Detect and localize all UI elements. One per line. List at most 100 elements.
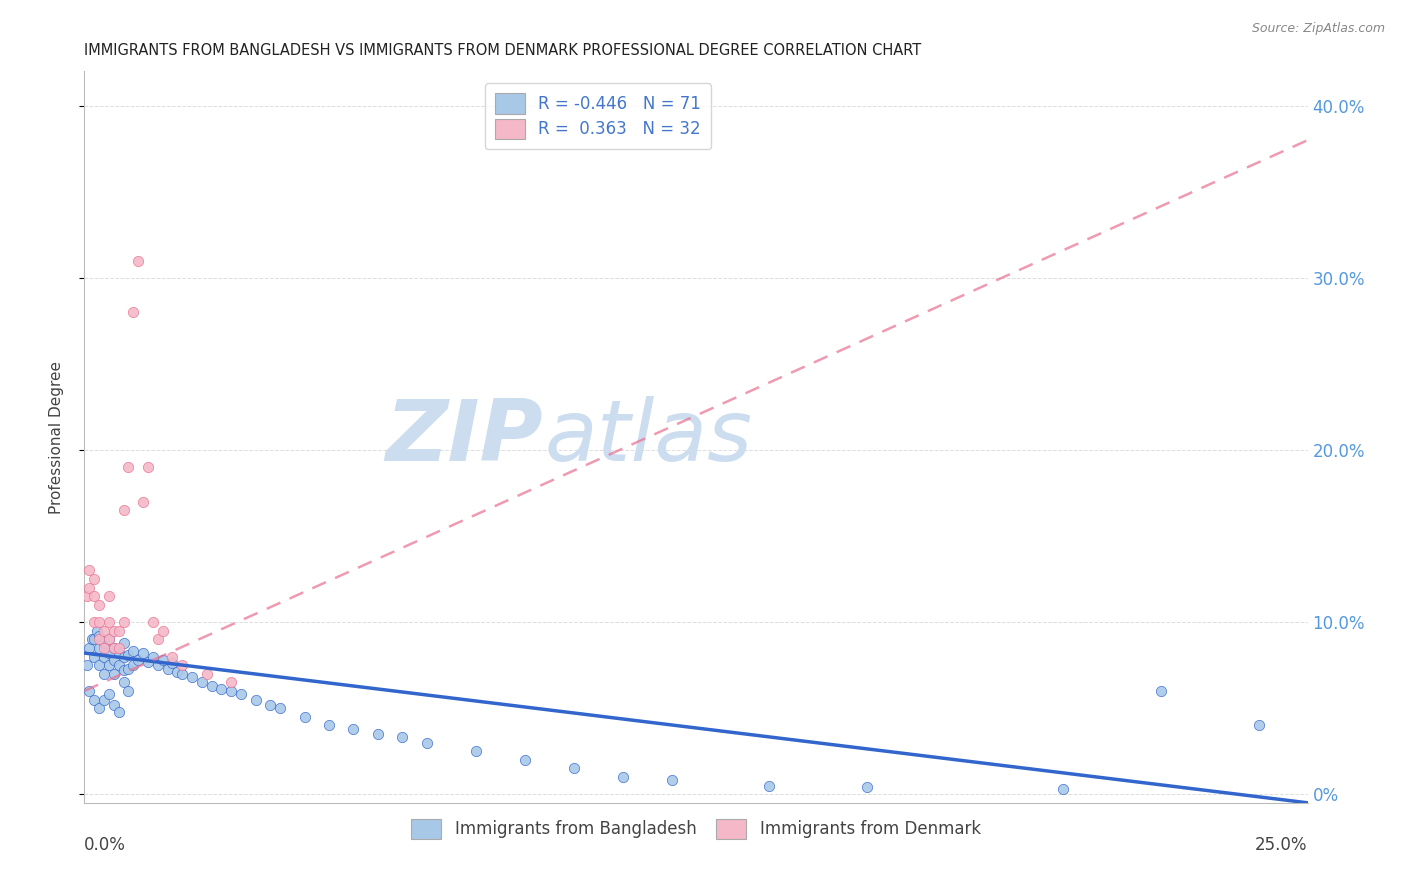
Point (93, 692, 115, 706)
Point (112, 649, 135, 664)
Point (464, 744, 486, 758)
Point (77, 564, 100, 578)
Point (112, 675, 135, 690)
Point (562, 761, 585, 775)
Point (245, 692, 267, 706)
Point (612, 770, 634, 784)
Point (142, 649, 165, 664)
Point (146, 632, 169, 647)
Point (195, 666, 218, 681)
Point (342, 722, 364, 736)
Point (93, 640, 115, 655)
Point (83, 692, 105, 706)
Point (117, 460, 139, 475)
Point (93, 666, 115, 681)
Point (97, 615, 120, 629)
Point (136, 655, 159, 669)
Point (80, 632, 103, 647)
Point (97, 589, 120, 603)
Point (77, 684, 100, 698)
Point (77, 640, 100, 655)
Point (269, 701, 291, 715)
Point (117, 662, 139, 676)
Point (142, 615, 165, 629)
Point (156, 662, 179, 676)
Point (97, 646, 120, 660)
Point (191, 675, 214, 690)
Point (103, 624, 125, 638)
Point (87, 658, 110, 673)
Point (259, 698, 281, 712)
Point (97, 658, 120, 673)
Point (200, 679, 222, 693)
Point (97, 632, 120, 647)
Point (122, 305, 145, 319)
Point (87, 629, 110, 643)
Point (103, 640, 125, 655)
Text: ZIP: ZIP (385, 395, 543, 479)
Point (172, 666, 194, 681)
Text: 25.0%: 25.0% (1256, 836, 1308, 854)
Point (103, 698, 125, 712)
Point (103, 640, 125, 655)
Point (93, 624, 115, 638)
Point (127, 653, 149, 667)
Point (112, 663, 135, 677)
Point (229, 687, 252, 701)
Point (107, 646, 129, 660)
Point (87, 701, 110, 715)
Point (107, 624, 129, 638)
Point (127, 253, 149, 268)
Point (97, 687, 120, 701)
Point (122, 644, 145, 658)
Point (318, 718, 340, 732)
Point (117, 684, 139, 698)
Point (83, 632, 105, 647)
Point (83, 615, 105, 629)
Point (103, 653, 125, 667)
Point (219, 684, 242, 698)
Point (107, 658, 129, 673)
Point (87, 640, 110, 655)
Text: 0.0%: 0.0% (84, 836, 127, 854)
Point (146, 658, 169, 673)
Text: IMMIGRANTS FROM BANGLADESH VS IMMIGRANTS FROM DENMARK PROFESSIONAL DEGREE CORREL: IMMIGRANTS FROM BANGLADESH VS IMMIGRANTS… (84, 43, 921, 58)
Point (1247, 718, 1270, 732)
Point (152, 653, 174, 667)
Point (152, 624, 174, 638)
Point (758, 779, 780, 793)
Point (122, 658, 145, 673)
Point (219, 675, 242, 690)
Point (181, 670, 204, 684)
Point (294, 710, 316, 724)
Point (93, 636, 115, 650)
Point (209, 682, 232, 697)
Legend: Immigrants from Bangladesh, Immigrants from Denmark: Immigrants from Bangladesh, Immigrants f… (405, 812, 987, 846)
Point (166, 665, 188, 679)
Point (416, 735, 439, 749)
Text: atlas: atlas (544, 395, 752, 479)
Point (76, 589, 98, 603)
Point (112, 503, 135, 517)
Point (367, 727, 389, 741)
Point (112, 615, 135, 629)
Point (117, 648, 139, 662)
Point (93, 649, 115, 664)
Point (87, 598, 110, 612)
Point (172, 658, 194, 673)
Point (83, 572, 105, 586)
Point (87, 615, 110, 629)
Point (83, 589, 105, 603)
Point (513, 753, 536, 767)
Point (661, 773, 683, 788)
Point (1052, 782, 1074, 797)
Point (83, 649, 105, 664)
Point (1150, 684, 1173, 698)
Point (107, 640, 129, 655)
Point (103, 666, 125, 681)
Point (87, 632, 110, 647)
Point (132, 494, 155, 508)
Point (162, 649, 184, 664)
Point (136, 460, 159, 475)
Y-axis label: Professional Degree: Professional Degree (49, 360, 63, 514)
